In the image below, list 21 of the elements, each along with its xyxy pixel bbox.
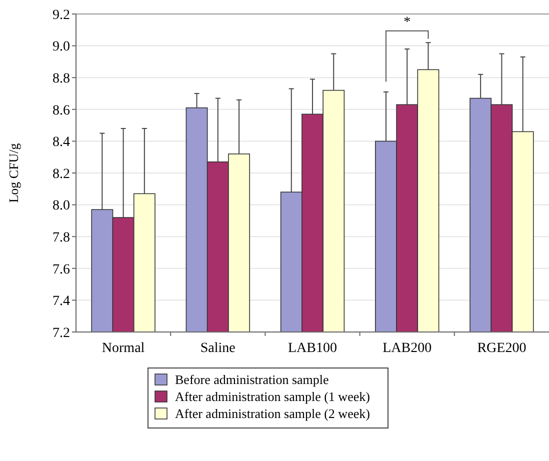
y-tick-label: 7.4	[52, 294, 70, 310]
y-tick-label: 9.2	[52, 8, 70, 23]
x-tick-label: Saline	[200, 341, 236, 356]
x-tick-label: LAB200	[382, 341, 432, 356]
x-tick-label: RGE200	[477, 341, 526, 356]
legend-label: Before administration sample	[175, 372, 330, 387]
y-tick-label: 7.8	[52, 230, 70, 246]
y-tick-label: 9.0	[52, 40, 70, 55]
x-tick-label: LAB100	[288, 341, 337, 356]
legend-label: After administration sample (2 week)	[175, 406, 370, 421]
y-tick-label: 7.6	[52, 262, 70, 278]
y-tick-label: 8.4	[52, 135, 70, 150]
y-axis-title: Log CFU/g	[6, 142, 21, 203]
x-tick-label: Normal	[102, 341, 145, 356]
y-tick-label: 8.8	[52, 72, 70, 86]
y-tick-label: 8.6	[52, 103, 70, 118]
y-tick-label: 8.2	[52, 166, 70, 182]
annotation: *	[404, 14, 411, 30]
y-tick-label: 8.0	[52, 198, 70, 214]
legend-label: After administration sample (1 week)	[175, 389, 370, 404]
y-tick-label: 7.2	[52, 326, 70, 341]
